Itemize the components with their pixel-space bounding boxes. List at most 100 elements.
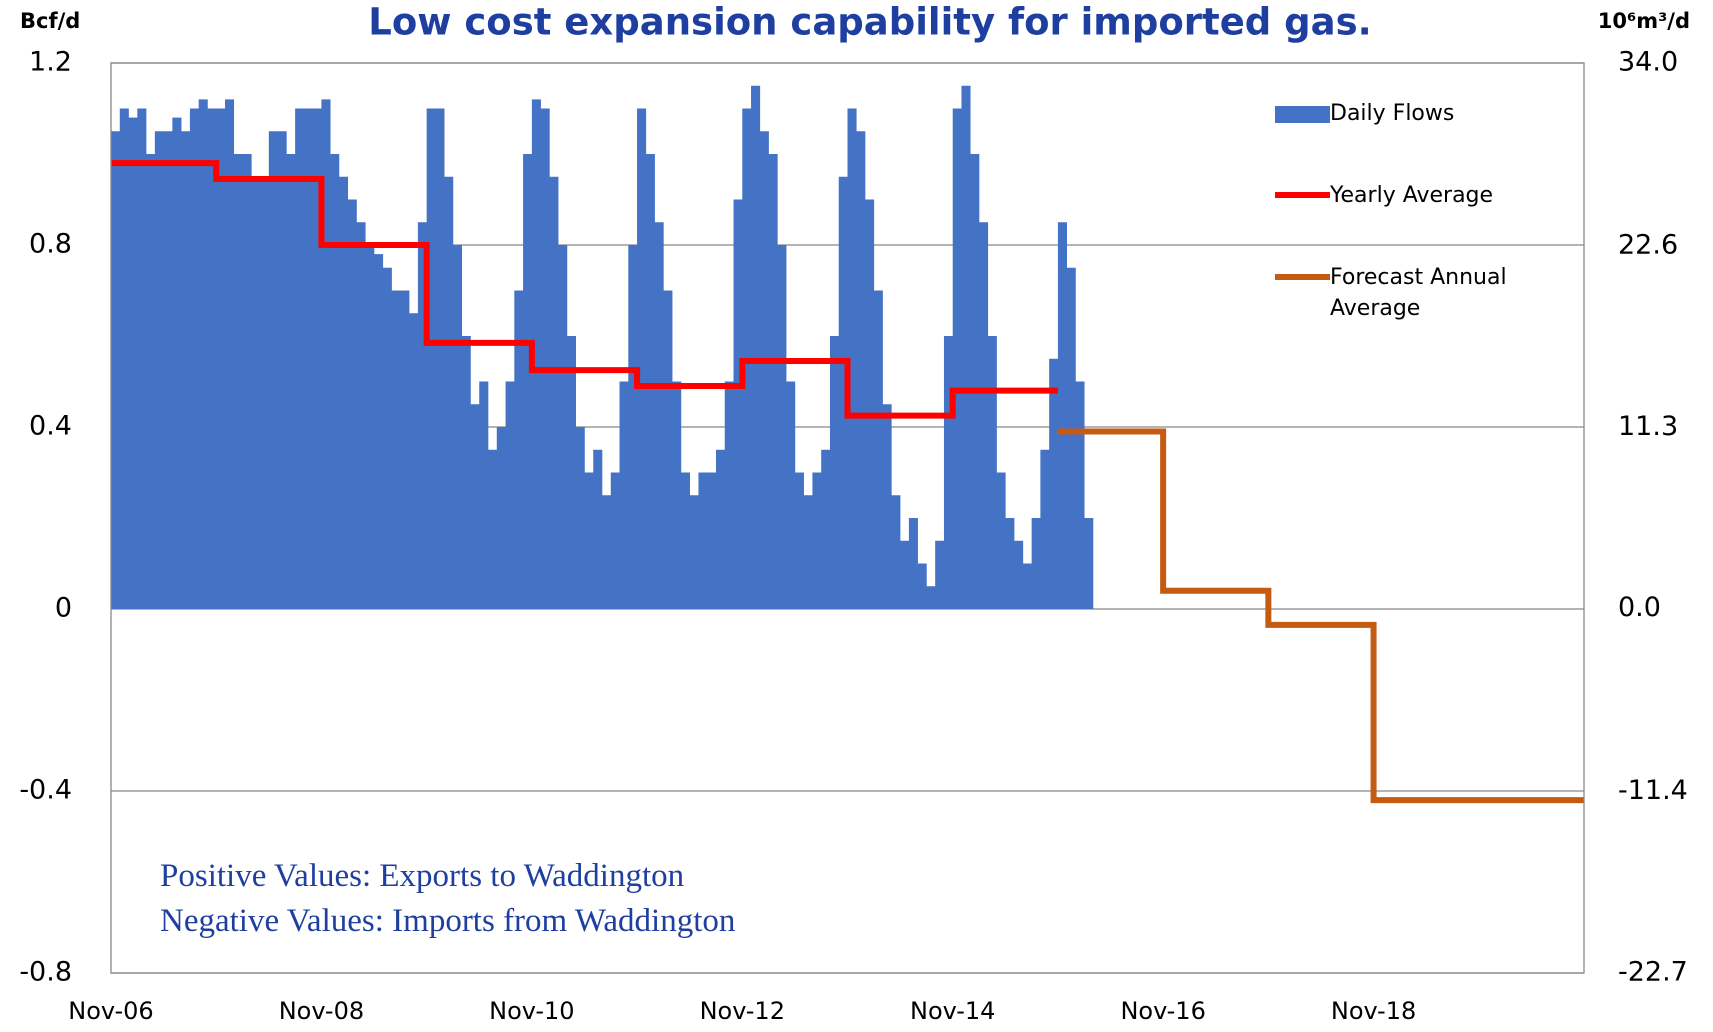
y2-tick-label: -22.7 — [1618, 957, 1688, 988]
bar — [426, 108, 436, 609]
y-tick-label: 0.8 — [29, 229, 72, 260]
bar — [242, 154, 252, 609]
bar — [654, 222, 664, 609]
bar — [707, 472, 717, 609]
bar — [794, 472, 804, 609]
bar — [847, 108, 857, 609]
bar — [303, 108, 313, 609]
bar — [672, 381, 682, 609]
bar — [111, 131, 121, 609]
bar — [198, 99, 208, 610]
bar — [803, 495, 813, 609]
bar — [856, 131, 866, 609]
bar — [777, 245, 787, 609]
bar — [733, 199, 743, 609]
bar — [154, 131, 164, 609]
bar — [505, 381, 515, 609]
y2-tick-label: -11.4 — [1618, 775, 1688, 806]
y-tick-label: 0 — [55, 593, 72, 624]
bar — [575, 427, 585, 609]
bar — [479, 381, 489, 609]
bar — [751, 85, 761, 609]
bar — [224, 99, 235, 610]
bar — [1005, 518, 1015, 609]
bar — [286, 154, 296, 609]
bar — [146, 154, 156, 609]
bar — [602, 495, 612, 609]
bar — [908, 518, 918, 609]
bar — [786, 381, 796, 609]
bar — [488, 449, 498, 609]
bar — [1057, 222, 1067, 609]
bar — [233, 154, 243, 609]
bar — [540, 108, 550, 609]
bar — [163, 131, 173, 609]
bar — [970, 154, 980, 609]
bar — [917, 563, 927, 609]
bar — [137, 108, 147, 609]
bar — [584, 472, 594, 609]
bar — [566, 336, 576, 609]
bar — [593, 449, 603, 609]
bar — [1049, 358, 1059, 609]
bar — [619, 381, 629, 609]
bar — [338, 176, 349, 609]
annotation: Positive Values: Exports to Waddington — [160, 858, 685, 894]
bar — [312, 108, 322, 609]
bar — [268, 131, 278, 609]
legend-swatch — [1275, 106, 1330, 123]
bar — [610, 472, 620, 609]
bar — [821, 449, 831, 609]
bar — [952, 108, 962, 609]
bar — [470, 404, 480, 609]
y-axis-label: Bcf/d — [20, 9, 80, 33]
bar — [417, 222, 427, 609]
legend-label: Yearly Average — [1330, 183, 1494, 208]
bar — [987, 336, 997, 609]
annotation: Negative Values: Imports from Waddington — [160, 903, 736, 939]
x-tick-label: Nov-14 — [910, 997, 995, 1025]
bar — [374, 254, 384, 609]
bar — [900, 540, 910, 609]
bar — [216, 108, 226, 609]
bar — [391, 290, 401, 609]
bar — [452, 245, 463, 609]
bar — [882, 404, 892, 609]
bar — [409, 313, 419, 609]
bar — [759, 131, 769, 609]
bar — [172, 117, 182, 609]
bar — [1014, 540, 1024, 609]
bar — [189, 108, 199, 609]
bar — [943, 336, 954, 609]
bar — [628, 245, 638, 609]
bar — [277, 131, 287, 609]
bar — [523, 154, 533, 609]
legend-swatch — [1275, 274, 1330, 280]
y2-axis-label: 10⁶m³/d — [1598, 9, 1690, 33]
x-tick-label: Nov-06 — [68, 997, 153, 1025]
chart-title: Low cost expansion capability for import… — [368, 1, 1371, 44]
bar — [979, 222, 989, 609]
bar — [1075, 381, 1085, 609]
bar — [812, 472, 822, 609]
bar — [715, 449, 726, 609]
bar — [873, 290, 883, 609]
bar — [865, 199, 875, 609]
step-line — [1057, 428, 1584, 804]
x-tick-label: Nov-10 — [489, 997, 574, 1025]
bar — [295, 108, 305, 609]
y-tick-label: -0.8 — [19, 957, 72, 988]
bar — [637, 108, 647, 609]
bar — [435, 108, 445, 609]
bar — [260, 176, 270, 609]
bar — [680, 472, 690, 609]
bar — [330, 154, 340, 609]
bar — [444, 176, 454, 609]
bar — [400, 290, 410, 609]
bar — [365, 245, 375, 609]
bar — [1022, 563, 1032, 609]
x-tick-label: Nov-18 — [1331, 997, 1416, 1025]
bar — [768, 154, 778, 609]
bar — [698, 472, 708, 609]
